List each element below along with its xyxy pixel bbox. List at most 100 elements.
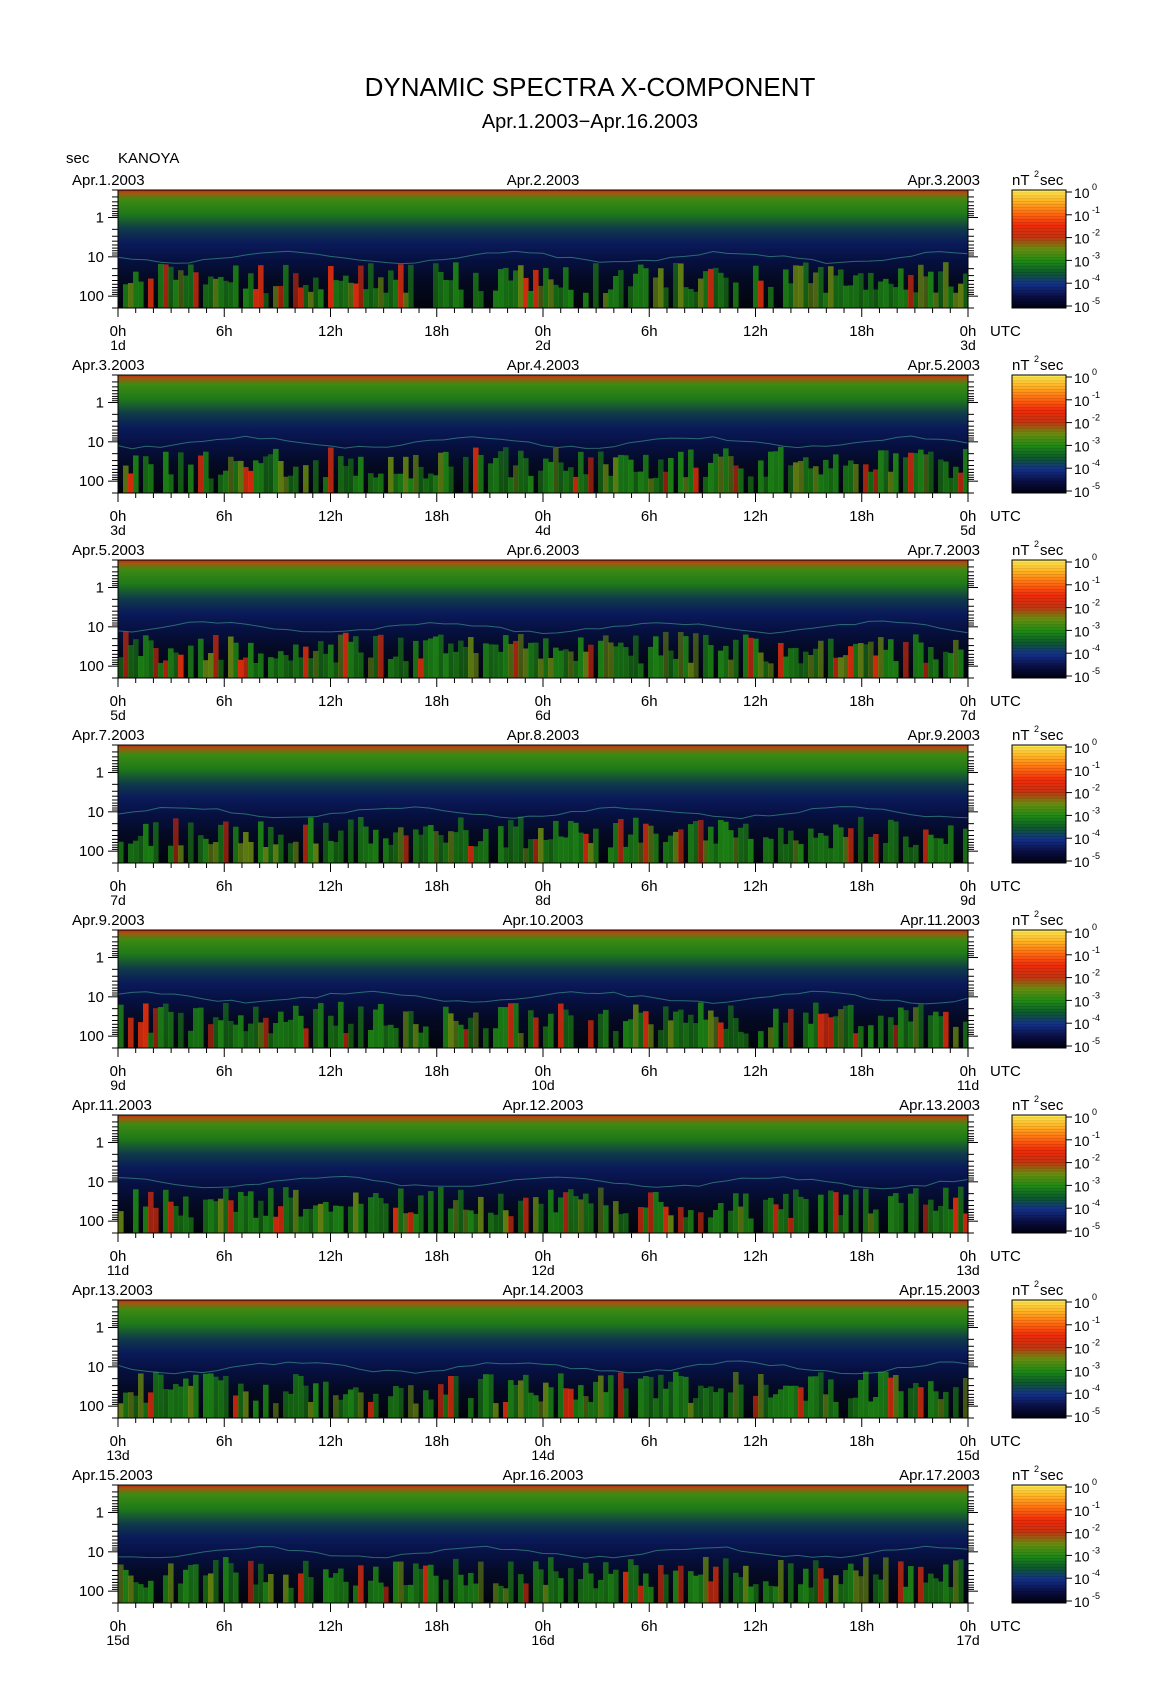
spectra-activity <box>338 1568 344 1603</box>
spectra-activity <box>838 269 844 308</box>
spectra-activity <box>728 1005 734 1048</box>
spectra-activity <box>558 1373 564 1418</box>
spectra-activity <box>123 631 129 678</box>
colorbar-frame <box>1011 1299 1067 1419</box>
spectra-activity <box>233 1395 239 1418</box>
spectra-activity <box>873 289 879 308</box>
spectra-activity <box>638 842 644 863</box>
spectra-activity <box>183 1196 189 1233</box>
spectra-activity <box>218 1020 224 1048</box>
spectra-activity <box>908 1021 914 1048</box>
spectra-activity <box>203 838 209 863</box>
x-tick-label: 0h <box>960 1248 977 1265</box>
colorbar-frame <box>1011 744 1067 864</box>
spectra-activity <box>158 662 164 678</box>
spectra-activity <box>728 456 734 493</box>
colorbar-tick-base: 10 <box>1074 393 1090 409</box>
spectra-activity <box>628 834 634 863</box>
spectra-activity <box>453 832 459 863</box>
spectra-activity <box>798 1387 804 1418</box>
spectra-activity <box>208 478 214 493</box>
day-label-mid: 8d <box>535 892 551 908</box>
spectra-activity <box>158 1374 164 1418</box>
spectra-activity <box>628 655 634 678</box>
colorbar-tick-exponent: -3 <box>1092 990 1100 1000</box>
spectra-activity <box>778 1559 784 1603</box>
spectra-activity <box>158 1007 164 1048</box>
spectra-activity <box>568 289 574 308</box>
spectra-activity <box>583 833 589 863</box>
figure-subtitle: Apr.1.2003−Apr.16.2003 <box>482 111 698 133</box>
spectra-activity <box>323 1569 329 1603</box>
colorbar-tick-base: 10 <box>1074 231 1090 247</box>
spectra-activity <box>433 475 439 493</box>
spectra-activity <box>493 457 499 493</box>
spectra-activity <box>158 264 164 308</box>
spectra-activity <box>753 1395 759 1418</box>
spectra-activity <box>873 1209 879 1233</box>
y-tick-label: 100 <box>79 1583 104 1600</box>
spectra-activity <box>718 1388 724 1418</box>
spectra-activity <box>533 1561 539 1603</box>
spectra-activity <box>393 1385 399 1418</box>
spectra-activity <box>688 824 694 863</box>
spectra-activity <box>893 1024 899 1048</box>
spectra-activity <box>608 1573 614 1603</box>
spectra-activity <box>823 459 829 493</box>
panel-mid-date: Apr.14.2003 <box>503 1282 584 1299</box>
colorbar-unit: nT <box>1012 912 1030 929</box>
colorbar-tick-base: 10 <box>1074 1571 1090 1587</box>
spectra-activity <box>608 289 614 308</box>
spectra-activity <box>498 651 504 678</box>
colorbar-tick-exponent: -5 <box>1092 851 1100 861</box>
spectra-activity <box>553 647 559 678</box>
spectra-activity <box>853 1189 859 1233</box>
colorbar-tick-base: 10 <box>1074 1295 1090 1311</box>
spectra-activity <box>213 635 219 678</box>
spectra-activity <box>353 636 359 678</box>
spectra-activity <box>398 264 404 308</box>
spectra-activity <box>958 1186 964 1233</box>
spectra-activity <box>933 1210 939 1233</box>
spectra-activity <box>853 1570 859 1603</box>
colorbar-tick-base: 10 <box>1074 740 1090 756</box>
spectra-activity <box>953 1560 959 1603</box>
x-tick-label: 12h <box>743 878 768 895</box>
spectra-activity <box>583 292 589 308</box>
spectra-activity <box>188 645 194 678</box>
x-tick-label: 6h <box>216 878 233 895</box>
spectra-activity <box>853 1033 859 1048</box>
spectra-activity <box>213 842 219 863</box>
spectra-activity <box>803 651 809 678</box>
spectra-activity <box>948 825 954 863</box>
spectra-activity <box>838 1009 844 1048</box>
y-tick-label: 1 <box>96 1319 104 1336</box>
spectra-activity <box>738 1384 744 1418</box>
spectra-activity <box>493 1214 499 1233</box>
spectra-activity <box>128 473 134 493</box>
y-tick-label: 1 <box>96 1134 104 1151</box>
day-label-mid: 2d <box>535 337 551 353</box>
spectra-activity <box>828 1379 834 1418</box>
spectra-activity <box>418 1032 424 1048</box>
spectra-activity <box>128 843 134 863</box>
spectra-activity <box>513 270 519 308</box>
spectra-activity <box>883 1371 889 1418</box>
spectra-activity <box>848 646 854 678</box>
spectra-activity <box>353 1387 359 1418</box>
spectra-activity <box>288 1393 294 1418</box>
spectra-activity <box>648 1192 654 1233</box>
spectra-activity <box>403 1011 409 1048</box>
spectra-activity <box>408 1011 414 1048</box>
spectra-activity <box>888 471 894 493</box>
spectra-activity <box>358 1392 364 1418</box>
spectra-activity <box>588 644 594 678</box>
spectra-activity <box>738 1206 744 1233</box>
spectra-activity <box>148 845 154 863</box>
x-tick-label: 12h <box>743 1063 768 1080</box>
spectra-activity <box>703 840 709 863</box>
spectra-activity <box>473 447 479 493</box>
spectra-activity <box>228 636 234 678</box>
spectra-activity <box>618 1214 624 1233</box>
